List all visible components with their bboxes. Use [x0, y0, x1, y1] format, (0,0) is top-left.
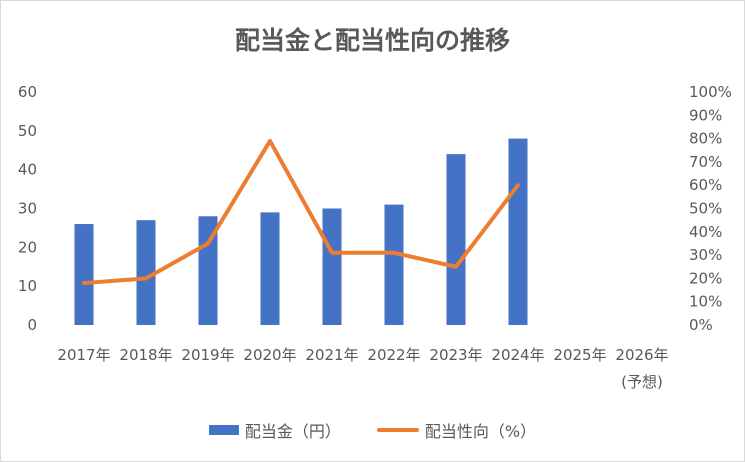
- bar-dividend: [508, 138, 528, 325]
- y-right-tick-label: 0%: [689, 316, 713, 334]
- y-right-tick-label: 100%: [689, 83, 732, 101]
- chart-title: 配当金と配当性向の推移: [234, 26, 510, 55]
- y-right-tick-label: 40%: [689, 223, 722, 241]
- bar-dividend: [260, 212, 280, 325]
- bar-dividend: [136, 220, 156, 325]
- x-tick-label: 2018年: [119, 346, 172, 364]
- y-left-tick-label: 50: [18, 122, 37, 140]
- x-tick-label: 2025年: [553, 346, 606, 364]
- y-left-tick-label: 0: [27, 316, 37, 334]
- legend-swatch-line: [376, 428, 419, 432]
- y-right-tick-label: 10%: [689, 293, 722, 311]
- x-tick-label: 2022年: [367, 346, 420, 364]
- x-tick-label: 2023年: [429, 346, 482, 364]
- x-tick-label: 2019年: [181, 346, 234, 364]
- x-tick-label: 2020年: [243, 346, 296, 364]
- bar-dividend: [322, 208, 342, 325]
- y-right-tick-label: 50%: [689, 200, 722, 218]
- y-left-tick-label: 30: [18, 200, 37, 218]
- legend: 配当金（円） 配当性向（%）: [1, 418, 744, 442]
- y-left-tick-label: 60: [18, 83, 37, 101]
- bar-dividend: [74, 224, 94, 325]
- legend-item-dividend: 配当金（円）: [208, 418, 341, 442]
- bar-dividend: [198, 216, 218, 325]
- x-tick-label: 2024年: [491, 346, 544, 364]
- line-payout-ratio: [82, 138, 520, 286]
- y-right-tick-label: 60%: [689, 176, 722, 194]
- y-right-tick-label: 90%: [689, 106, 722, 124]
- y-left-tick-label: 10: [18, 277, 37, 295]
- y-right-tick-label: 30%: [689, 246, 722, 264]
- x-tick-sublabel: (予想): [621, 373, 663, 391]
- x-tick-label: 2026年: [615, 346, 668, 364]
- legend-label-dividend: 配当金（円）: [244, 422, 341, 441]
- y-left-tick-label: 40: [18, 161, 37, 179]
- y-right-tick-label: 80%: [689, 130, 722, 148]
- legend-swatch-bar: [208, 425, 239, 435]
- y-right-tick-label: 20%: [689, 269, 722, 287]
- x-tick-label: 2021年: [305, 346, 358, 364]
- bar-dividend: [446, 154, 466, 325]
- legend-label-payout: 配当性向（%）: [424, 422, 537, 441]
- x-tick-label: 2017年: [57, 346, 110, 364]
- bar-dividend: [384, 204, 404, 325]
- y-right-tick-label: 70%: [689, 153, 722, 171]
- legend-item-payout: 配当性向（%）: [376, 418, 537, 442]
- y-left-tick-label: 20: [18, 238, 37, 256]
